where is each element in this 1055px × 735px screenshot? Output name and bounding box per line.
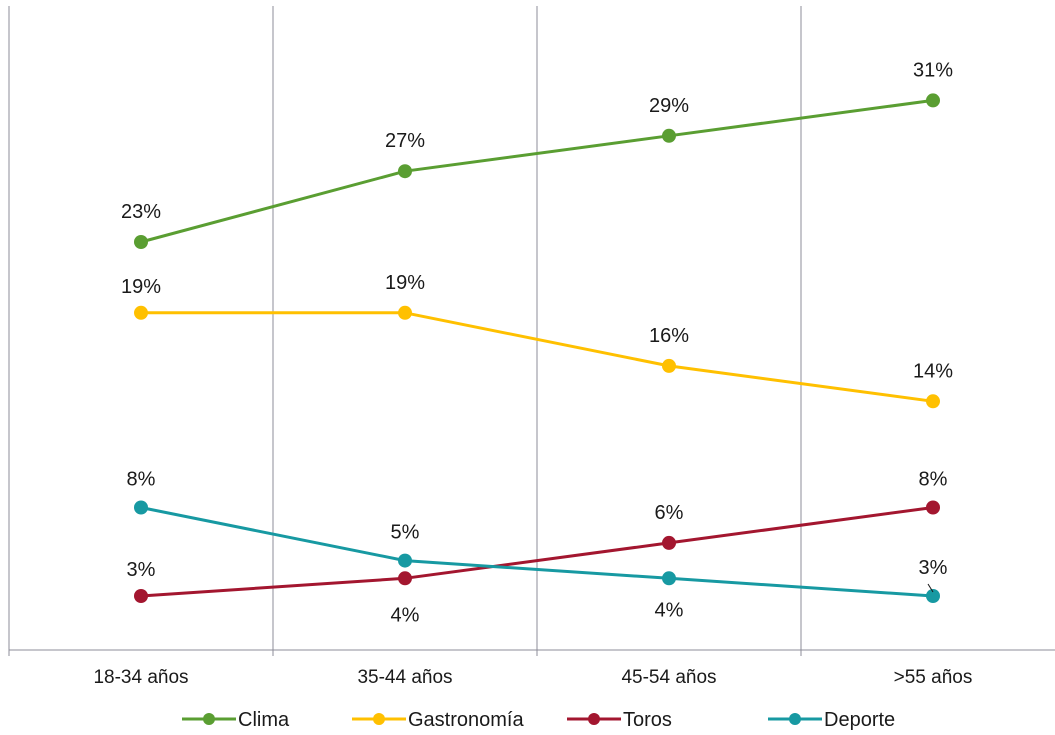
data-point-toros [926, 500, 940, 515]
x-tick-labels: 18-34 años 35-44 años 45-54 años >55 años [93, 667, 972, 688]
legend-swatch-marker [588, 713, 600, 725]
series-line-clima [140, 98, 934, 244]
legend-item-deporte: Deporte [768, 709, 895, 731]
data-point-clima [134, 235, 148, 249]
data-point-deporte [398, 553, 412, 568]
x-tick-label: 35-44 años [357, 667, 452, 688]
data-label-clima: 29% [649, 95, 689, 117]
data-label-gastronomia: 14% [913, 360, 953, 382]
legend-swatch-marker [373, 713, 385, 725]
data-point-toros [662, 535, 676, 550]
legend-label: Deporte [824, 709, 895, 731]
legend-item-gastronomia: Gastronomía [352, 709, 524, 731]
data-label-gastronomia: 19% [385, 272, 425, 294]
legend-item-toros: Toros [567, 709, 672, 731]
legend-swatch-marker [203, 713, 215, 725]
data-point-deporte [926, 589, 940, 603]
data-label-deporte: 5% [391, 522, 420, 544]
data-point-gastronomia [926, 394, 940, 409]
data-point-gastronomia [662, 358, 676, 373]
data-label-leader-line [927, 583, 934, 593]
data-point-gastronomia [134, 305, 148, 320]
x-tick-label: >55 años [894, 667, 973, 688]
data-labels: 23% 27% 29% 31% 19% 19% 16% 14% 3% 4% 6% 8% 8% 5% 4% 3% [121, 59, 953, 626]
legend-swatch-marker [789, 713, 801, 725]
legend-item-clima: Clima [182, 709, 290, 731]
data-label-deporte: 8% [127, 469, 156, 491]
data-label-clima: 23% [121, 201, 161, 223]
data-label-toros: 8% [919, 469, 948, 491]
series-layer [134, 93, 940, 603]
x-tick-label: 18-34 años [93, 667, 188, 688]
data-point-toros [134, 589, 148, 603]
x-tick-label: 45-54 años [621, 667, 716, 688]
legend: Clima Gastronomía Toros Deporte [182, 709, 895, 731]
gridlines [8, 6, 802, 656]
data-label-toros: 3% [127, 559, 156, 581]
series-line-toros [140, 506, 934, 598]
data-point-gastronomia [398, 305, 412, 320]
data-label-gastronomia: 16% [649, 325, 689, 347]
data-label-clima: 31% [913, 59, 953, 81]
series-line-deporte [140, 506, 934, 598]
legend-label: Clima [238, 709, 290, 731]
x-axis [8, 649, 1055, 656]
legend-label: Gastronomía [408, 709, 524, 731]
data-label-toros: 6% [655, 502, 684, 524]
data-label-gastronomia: 19% [121, 276, 161, 298]
data-point-clima [398, 164, 412, 179]
legend-label: Toros [623, 709, 672, 731]
data-point-toros [398, 571, 412, 586]
data-point-clima [926, 93, 940, 108]
data-point-deporte [662, 571, 676, 586]
data-point-deporte [134, 500, 148, 515]
data-label-deporte: 3% [919, 557, 948, 579]
data-label-deporte: 4% [655, 599, 684, 621]
data-label-clima: 27% [385, 130, 425, 152]
data-point-clima [662, 128, 676, 143]
data-label-toros: 4% [391, 604, 420, 626]
series-line-gastronomia [141, 311, 934, 403]
